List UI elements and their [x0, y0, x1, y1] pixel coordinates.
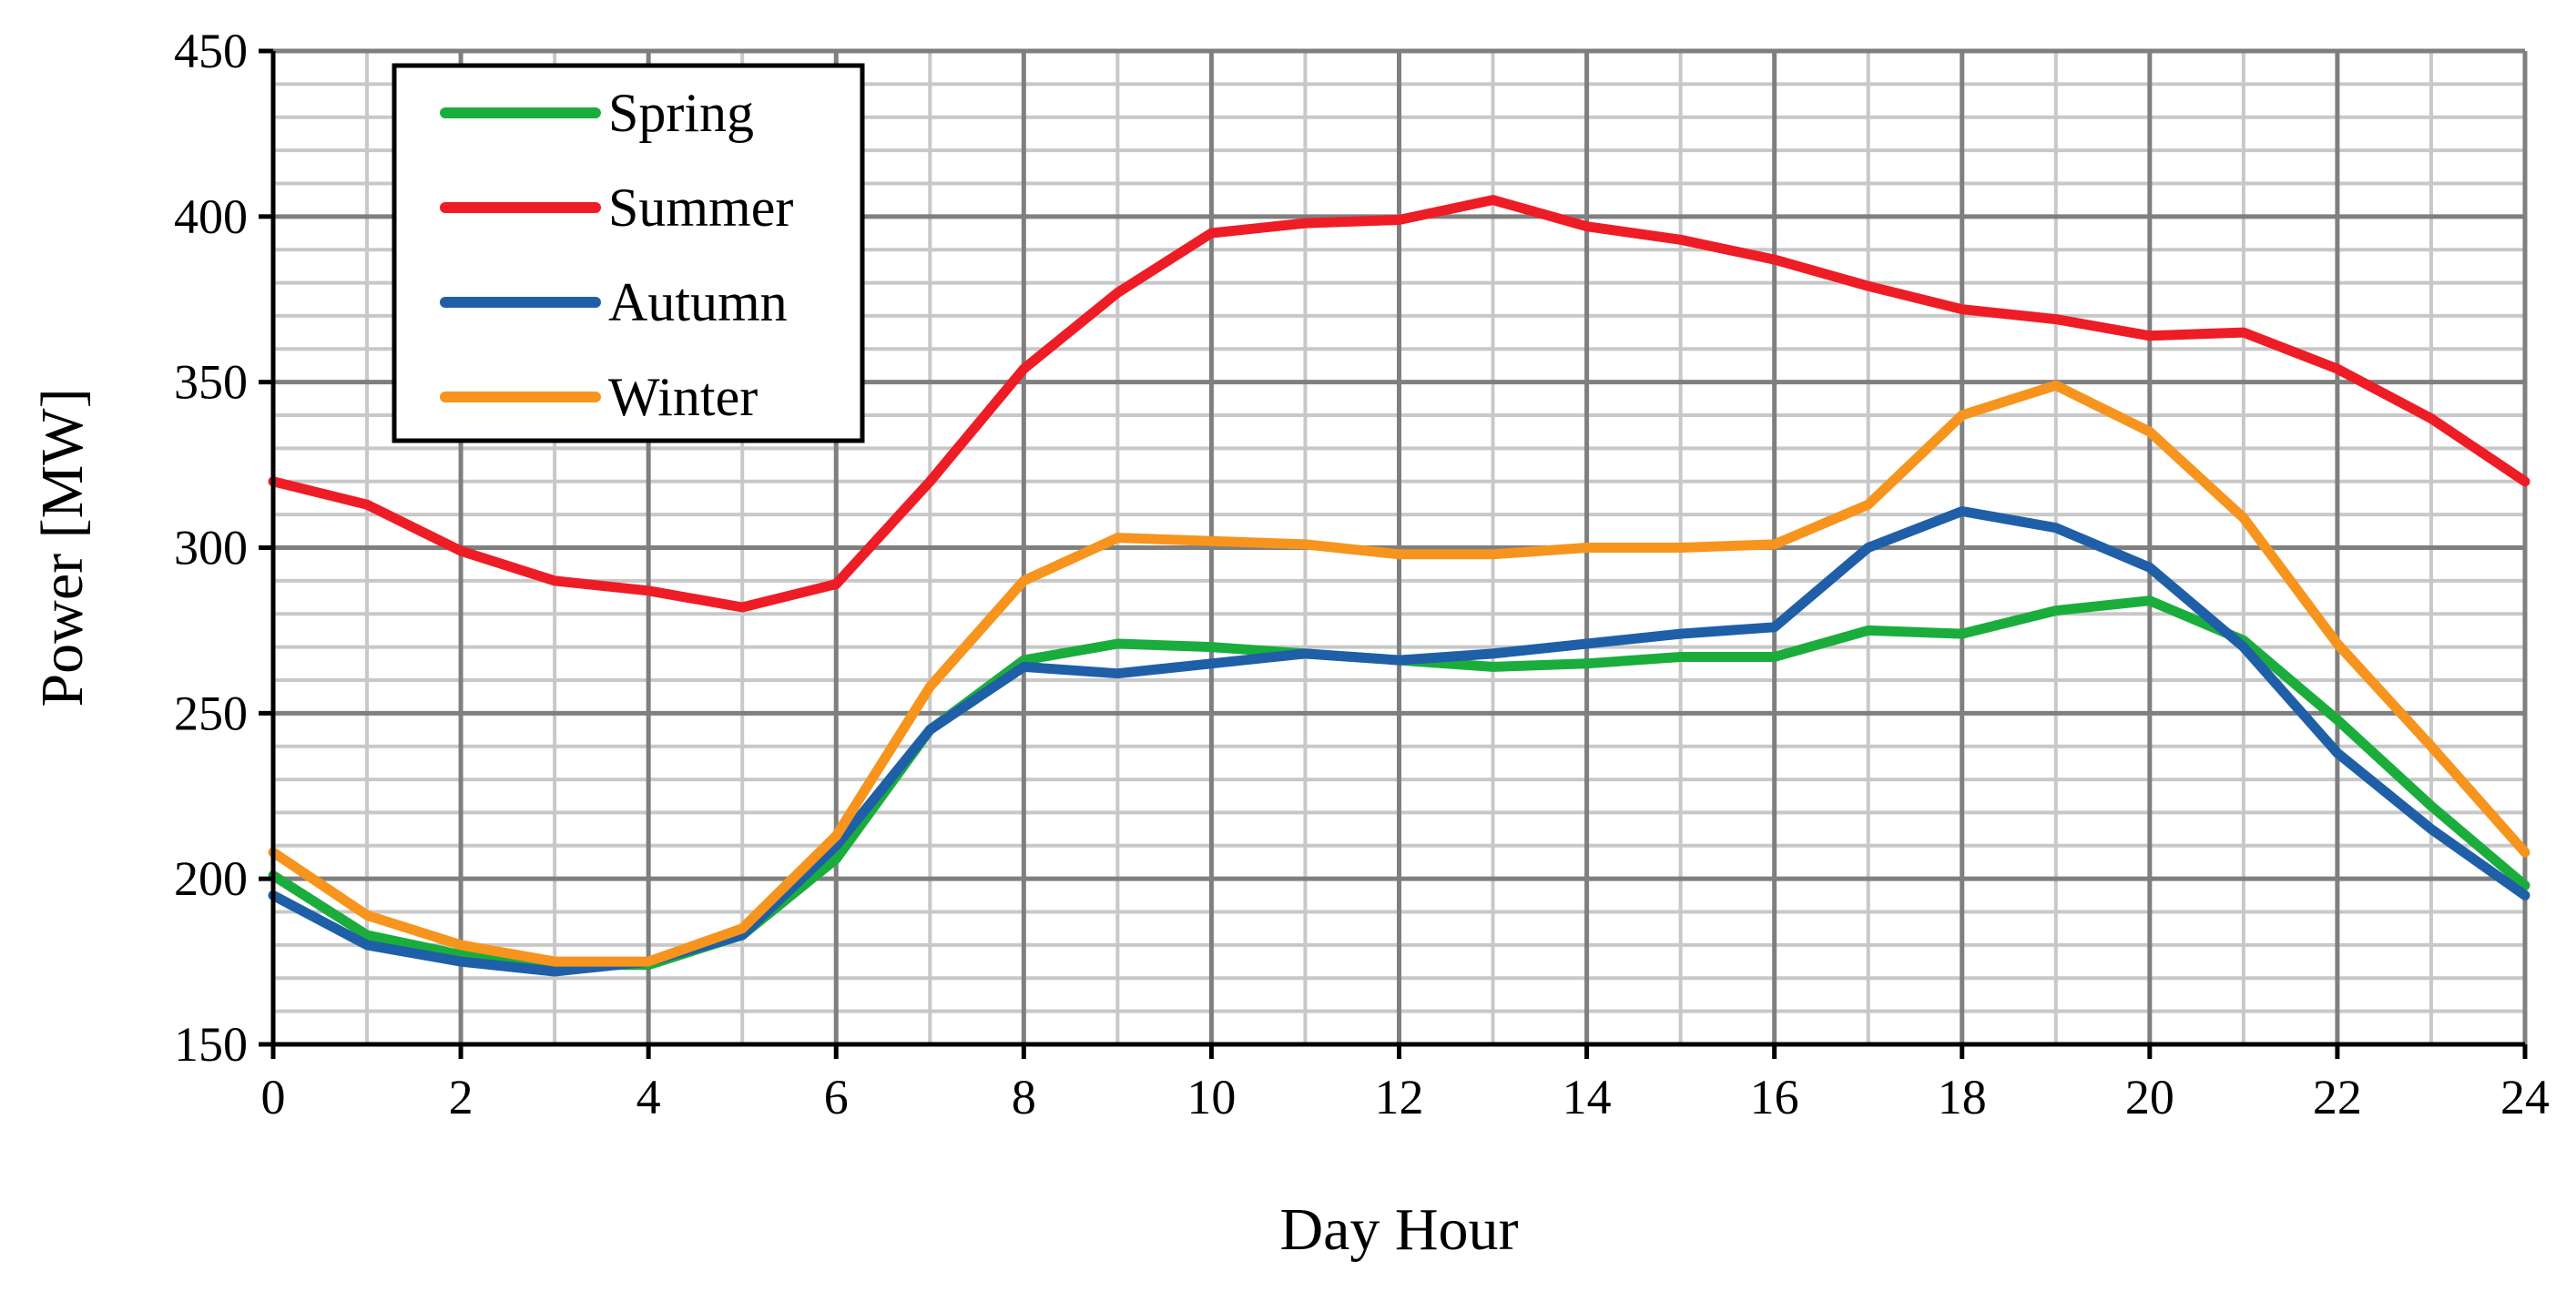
- x-tick-label: 20: [2125, 1070, 2174, 1124]
- x-tick-label: 22: [2313, 1070, 2362, 1124]
- x-axis-title: Day Hour: [1279, 1196, 1518, 1263]
- series-lines: [268, 195, 2530, 977]
- x-tick-labels: 0 2 4 6 8 10 12 14 16 18 20 22 24: [261, 1070, 2551, 1124]
- y-tick-label: 300: [174, 521, 248, 575]
- x-tick-label: 18: [1938, 1070, 1987, 1124]
- x-tick-label: 16: [1750, 1070, 1799, 1124]
- legend-label-summer: Summer: [608, 178, 793, 238]
- x-tick-label: 4: [636, 1070, 661, 1124]
- y-tick-label: 450: [174, 24, 248, 78]
- series-line-summer: [268, 195, 2530, 613]
- legend-label-winter: Winter: [608, 367, 758, 427]
- x-tick-label: 12: [1375, 1070, 1424, 1124]
- legend-box: [392, 63, 865, 443]
- series-line-winter: [268, 380, 2530, 967]
- y-tick-label: 200: [174, 851, 248, 906]
- x-tick-label: 6: [824, 1070, 849, 1124]
- axes: [259, 48, 2528, 1059]
- y-axis-title: Power [MW]: [29, 388, 96, 707]
- x-tick-label: 8: [1012, 1070, 1036, 1124]
- y-tick-labels: 150 200 250 300 350 400 450: [174, 24, 248, 1072]
- y-tick-label: 400: [174, 189, 248, 244]
- y-tick-label: 250: [174, 686, 248, 740]
- legend: Spring Summer Autumn Winter: [392, 63, 865, 443]
- x-tick-label: 0: [261, 1070, 286, 1124]
- legend-label-spring: Spring: [608, 83, 754, 143]
- x-tick-label: 10: [1186, 1070, 1236, 1124]
- legend-label-autumn: Autumn: [608, 272, 788, 332]
- y-tick-label: 150: [174, 1017, 248, 1072]
- y-tick-label: 350: [174, 355, 248, 410]
- x-tick-label: 24: [2500, 1070, 2550, 1124]
- x-tick-label: 14: [1563, 1070, 1612, 1124]
- x-tick-label: 2: [449, 1070, 473, 1124]
